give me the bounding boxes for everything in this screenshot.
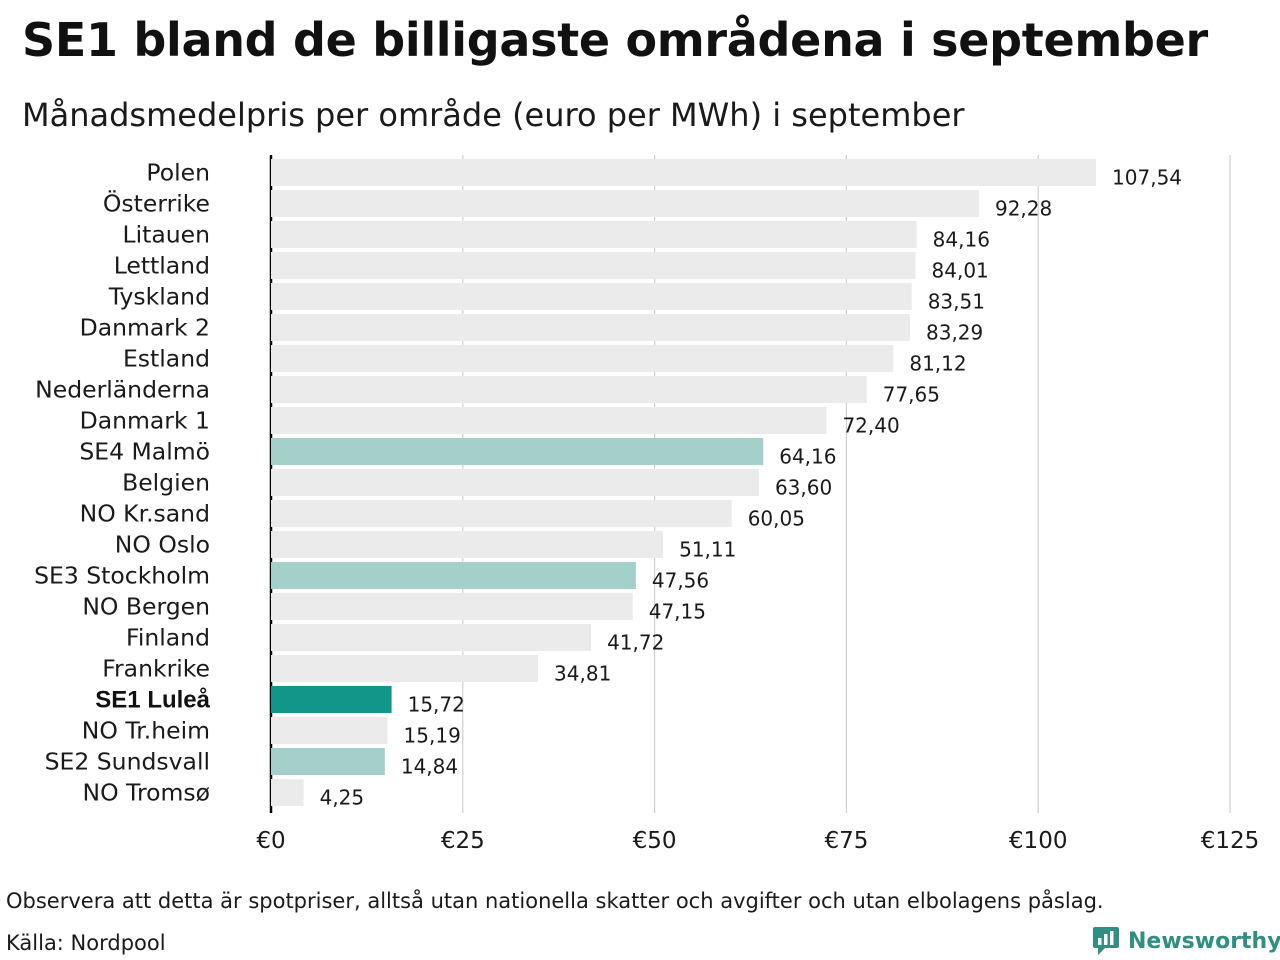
category-label: Nederländerna: [35, 376, 210, 404]
x-axis-ticks: €0 €25 €50 €75 €100 €125: [256, 828, 1259, 854]
value-label: 81,12: [909, 352, 966, 376]
value-label: 60,05: [748, 507, 805, 531]
value-label: 47,56: [652, 569, 709, 593]
chart-subtitle: Månadsmedelpris per område (euro per MWh…: [22, 96, 965, 134]
category-label: Tyskland: [108, 283, 210, 311]
category-label: NO Oslo: [115, 531, 210, 559]
source-label: Källa: Nordpool: [6, 931, 166, 955]
category-label: NO Bergen: [82, 593, 210, 621]
x-tick-label: €50: [633, 828, 677, 854]
value-label: 63,60: [775, 476, 832, 500]
x-tick-label: €25: [441, 828, 485, 854]
bar: [271, 376, 867, 403]
value-label: 107,54: [1112, 166, 1182, 190]
category-label: Polen: [146, 159, 210, 187]
value-label: 41,72: [607, 631, 664, 655]
category-label: SE1 Luleå: [95, 687, 210, 714]
bar: [271, 469, 759, 496]
bar: [271, 500, 732, 527]
category-labels: Polen Österrike Litauen Lettland Tyskland Dan…: [34, 159, 211, 807]
bar: [271, 252, 916, 279]
category-label: NO Kr.sand: [80, 500, 210, 528]
value-label: 4,25: [320, 786, 365, 810]
value-label: 15,72: [408, 693, 465, 717]
chart-title: SE1 bland de billigaste områdena i septe…: [22, 13, 1208, 67]
value-label: 47,15: [649, 600, 706, 624]
category-label: Danmark 1: [80, 407, 210, 435]
brand-name: Newsworthy: [1128, 928, 1280, 954]
x-tick-label: €125: [1201, 828, 1260, 854]
category-label: Estland: [123, 345, 210, 373]
category-label: Litauen: [123, 221, 210, 249]
category-label: Finland: [126, 624, 210, 652]
bar: [271, 624, 592, 651]
category-label: Danmark 2: [80, 314, 210, 342]
category-label: Lettland: [114, 252, 210, 280]
value-label: 83,51: [928, 290, 985, 314]
newsworthy-logo-icon: [1093, 927, 1119, 955]
bar: [271, 407, 827, 434]
value-label: 72,40: [842, 414, 899, 438]
bar: [271, 190, 979, 217]
value-label: 83,29: [926, 321, 983, 345]
category-label: Frankrike: [102, 655, 210, 683]
x-tick-label: €75: [824, 828, 868, 854]
bar: [271, 283, 912, 310]
value-label: 64,16: [779, 445, 836, 469]
category-label: SE4 Malmö: [79, 438, 210, 466]
category-label: NO Tromsø: [83, 779, 210, 807]
bar: [271, 438, 764, 465]
value-label: 77,65: [883, 383, 940, 407]
bars: [271, 159, 1097, 806]
value-label: 34,81: [554, 662, 611, 686]
bar: [271, 748, 385, 775]
bar: [271, 593, 633, 620]
category-label: SE2 Sundsvall: [45, 748, 210, 776]
bar: [271, 779, 304, 806]
value-label: 92,28: [995, 197, 1052, 221]
x-tick-label: €100: [1009, 828, 1068, 854]
category-label: Österrike: [103, 190, 210, 218]
category-label: NO Tr.heim: [82, 717, 210, 745]
value-label: 51,11: [679, 538, 736, 562]
bar: [271, 655, 539, 682]
bar: [271, 345, 894, 372]
bar: [271, 562, 636, 589]
value-label: 14,84: [401, 755, 458, 779]
bar: [271, 686, 392, 713]
x-tick-label: €0: [256, 828, 285, 854]
brand-logo: Newsworthy: [1092, 924, 1280, 958]
bar: [271, 221, 917, 248]
bar: [271, 314, 911, 341]
bar: [271, 531, 664, 558]
value-label: 84,16: [933, 228, 990, 252]
value-label: 84,01: [932, 259, 989, 283]
bar-chart: Polen Österrike Litauen Lettland Tyskland Dan…: [34, 155, 1259, 854]
bar: [271, 159, 1097, 186]
category-label: SE3 Stockholm: [34, 562, 210, 590]
footnote: Observera att detta är spotpriser, allts…: [6, 889, 1104, 913]
bar: [271, 717, 388, 744]
value-label: 15,19: [404, 724, 461, 748]
category-label: Belgien: [122, 469, 210, 497]
